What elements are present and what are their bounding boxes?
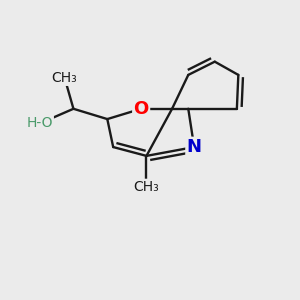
Text: N: N	[187, 138, 202, 156]
Text: O: O	[134, 100, 149, 118]
Text: CH₃: CH₃	[52, 71, 77, 85]
Text: CH₃: CH₃	[134, 180, 159, 194]
Text: H-O: H-O	[26, 116, 53, 130]
